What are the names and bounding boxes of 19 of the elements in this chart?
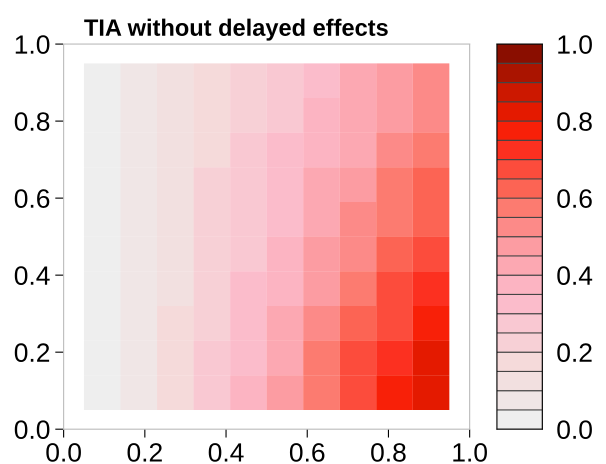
color-bar-label: 0.0 <box>557 420 592 440</box>
color-bar-label: 0.6 <box>557 189 592 208</box>
y-tick-label: 1.0 <box>16 35 50 54</box>
x-tick-label: 0.0 <box>46 443 81 462</box>
y-tick-label: 0.0 <box>14 420 50 440</box>
x-tick-label: 0.2 <box>128 443 162 462</box>
y-tick-label: 0.2 <box>14 343 50 362</box>
chart-title: TIA without delayed effects <box>84 18 388 41</box>
x-tick-label: 0.6 <box>290 443 324 462</box>
y-tick-label: 0.8 <box>14 112 50 131</box>
x-tick-label: 0.4 <box>208 443 244 462</box>
color-bar-label: 0.4 <box>557 266 592 285</box>
x-tick-label: 0.8 <box>371 443 406 462</box>
color-bar-label: 0.8 <box>557 112 592 131</box>
y-tick-label: 0.4 <box>14 266 50 285</box>
x-tick-label: 1.0 <box>453 443 487 462</box>
y-tick-label: 0.6 <box>14 189 50 208</box>
color-bar-label: 1.0 <box>558 35 592 54</box>
color-bar-label: 0.2 <box>557 343 592 362</box>
